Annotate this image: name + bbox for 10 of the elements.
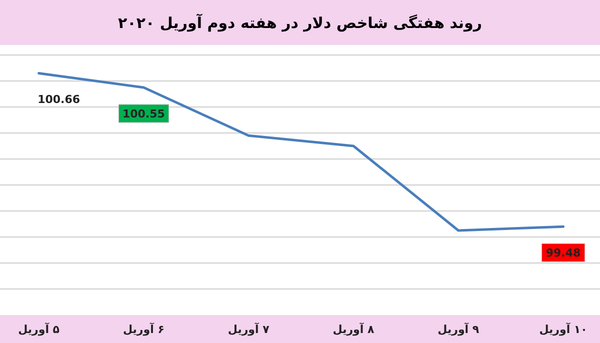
x-tick-label: ۷ آوریل bbox=[228, 322, 270, 336]
x-tick-label: ۱۰ آوریل bbox=[539, 322, 588, 336]
data-label: 99.48 bbox=[546, 246, 581, 260]
x-tick-label: ۸ آوریل bbox=[332, 322, 374, 336]
data-label: 100.55 bbox=[122, 108, 165, 120]
x-tick-label: ۵ آوریل bbox=[18, 322, 60, 336]
x-tick-label: ۶ آوریل bbox=[122, 322, 164, 336]
chart-title: روند هفتگی شاخص دلار در هفته دوم آوریل ۲۰۲۰ bbox=[0, 0, 600, 45]
data-label: 100.66 bbox=[38, 93, 80, 106]
x-tick-label: ۹ آوریل bbox=[438, 322, 480, 336]
